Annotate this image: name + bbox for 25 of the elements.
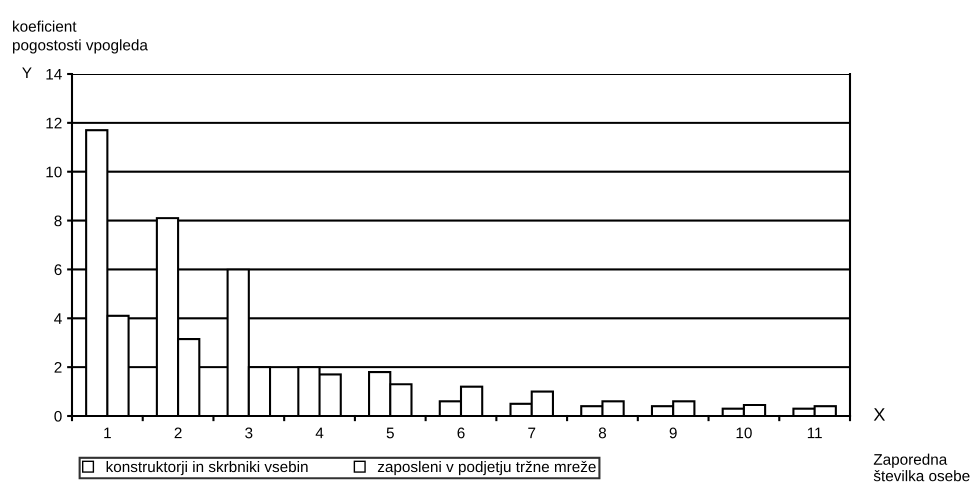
x-tick-label: 7 <box>528 428 536 438</box>
x-tick-label: 6 <box>458 428 465 438</box>
x-tick-label: 11 <box>808 428 822 438</box>
x-tick-label: 3 <box>245 428 252 438</box>
legend-label: konstruktorji in skrbniki vsebin <box>106 460 308 476</box>
legend-label: zaposleni v podjetju tržne mreže <box>378 460 596 476</box>
y-tick-label: 10 <box>46 166 62 178</box>
x-tick-label: 8 <box>598 428 606 438</box>
y-tick-label: 6 <box>54 264 62 276</box>
y-tick-label: 12 <box>46 118 62 128</box>
x-tick-label: 5 <box>386 428 394 438</box>
y-tick-label: 4 <box>54 313 62 324</box>
text: X <box>874 408 886 421</box>
text: Y <box>22 67 32 78</box>
x-tick-label: 9 <box>670 428 677 438</box>
y-tick-label: 2 <box>54 362 62 373</box>
y-axis-title: koeficient pogostosti vpogleda <box>12 20 148 54</box>
x-tick-label: 4 <box>316 428 324 438</box>
y-tick-label: 14 <box>46 69 62 80</box>
y-tick-label: 8 <box>54 215 62 226</box>
x-tick-label: 2 <box>174 428 182 438</box>
x-tick-label: 1 <box>104 428 111 438</box>
x-tick-label: 10 <box>736 428 752 438</box>
x-axis-title: Zaporedna številka osebe <box>874 454 970 482</box>
y-tick-label: 0 <box>54 410 62 422</box>
